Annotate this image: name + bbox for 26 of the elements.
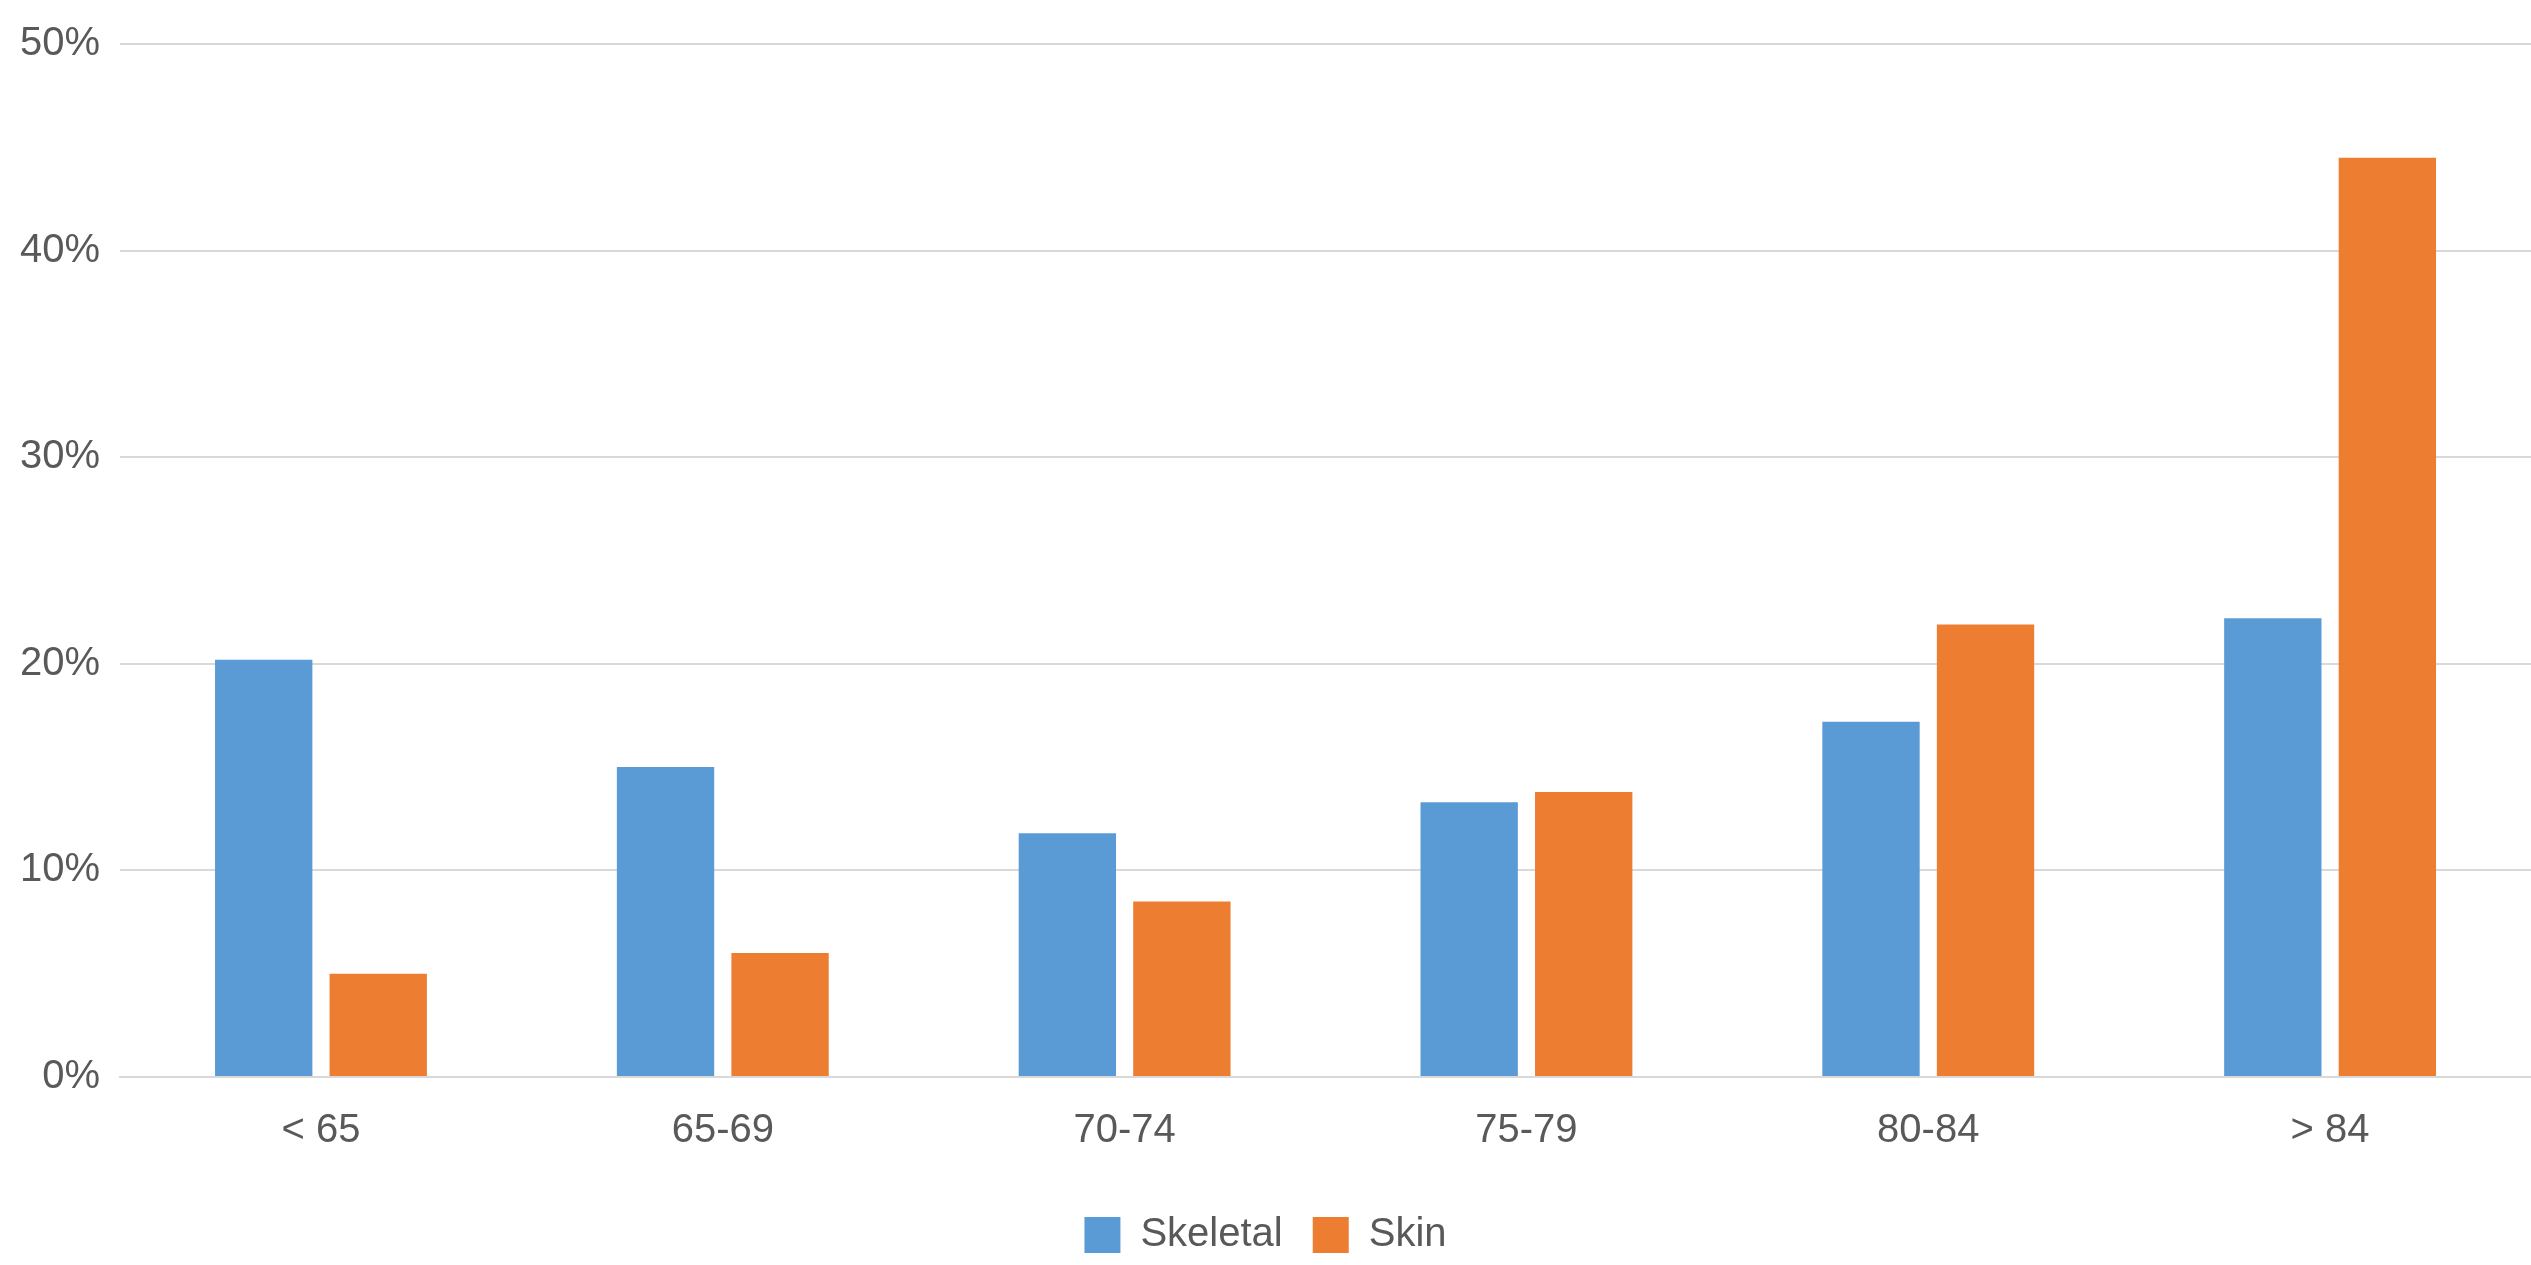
bar (215, 659, 313, 1076)
bar (1822, 721, 1920, 1076)
legend-label: Skeletal (1140, 1210, 1283, 1255)
bar (1018, 833, 1117, 1076)
bar (1420, 802, 1518, 1076)
bar (329, 973, 427, 1076)
legend-label: Skin (1368, 1210, 1447, 1255)
x-tick-label: > 84 (2290, 1106, 2370, 1151)
bar (2224, 618, 2322, 1076)
bar (731, 953, 829, 1076)
x-tick-label: 80-84 (1877, 1106, 1980, 1151)
x-tick-label: 65-69 (671, 1106, 774, 1151)
y-tick-label: 40% (20, 225, 101, 270)
bar (1535, 791, 1633, 1076)
y-tick-label: 0% (42, 1052, 101, 1097)
y-tick-label: 50% (20, 19, 101, 64)
y-tick-label: 10% (20, 845, 101, 890)
bar (616, 767, 715, 1076)
x-tick-label: 75-79 (1475, 1106, 1578, 1151)
bar (1133, 901, 1231, 1076)
bar (2338, 157, 2437, 1076)
x-tick-label: < 65 (281, 1106, 361, 1151)
bar (1936, 624, 2035, 1076)
y-tick-label: 30% (20, 432, 101, 477)
y-tick-label: 20% (20, 638, 101, 683)
x-tick-label: 70-74 (1073, 1106, 1176, 1151)
